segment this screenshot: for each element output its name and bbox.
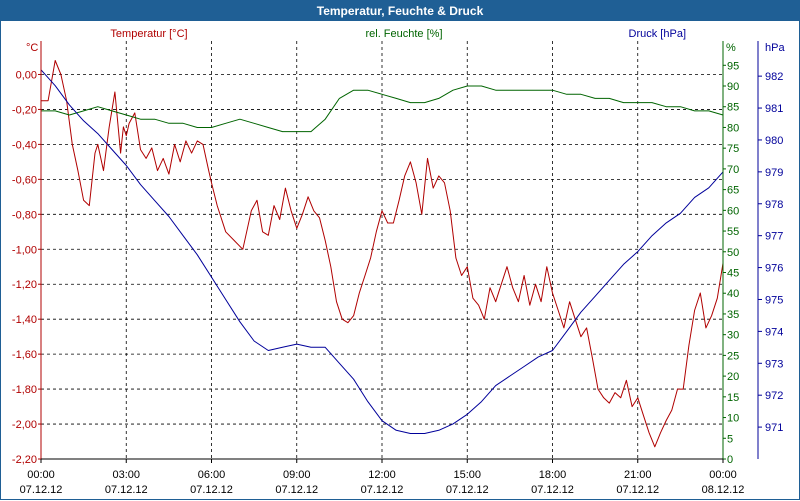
humidity-tick-label: 80 xyxy=(727,122,739,134)
humidity-unit: % xyxy=(726,42,736,54)
x-tick-time: 00:00 xyxy=(27,469,55,481)
x-tick-time: 12:00 xyxy=(368,469,396,481)
pressure-tick-label: 977 xyxy=(765,231,783,243)
pressure-tick-label: 971 xyxy=(765,422,783,434)
pressure-tick-label: 974 xyxy=(765,326,783,338)
x-tick-time: 09:00 xyxy=(283,469,311,481)
pressure-tick-label: 973 xyxy=(765,358,783,370)
temperature-tick-label: -1,00 xyxy=(12,244,37,256)
temperature-tick-label: -2,20 xyxy=(12,454,37,466)
x-tick-time: 21:00 xyxy=(624,469,652,481)
humidity-tick-label: 55 xyxy=(727,226,739,238)
pressure-tick-label: 975 xyxy=(765,294,783,306)
humidity-tick-label: 20 xyxy=(727,371,739,383)
humidity-tick-label: 45 xyxy=(727,268,739,280)
temperature-tick-label: -1,80 xyxy=(12,384,37,396)
temperature-tick-label: -0,80 xyxy=(12,209,37,221)
humidity-tick-label: 25 xyxy=(727,350,739,362)
x-tick-date: 07.12.12 xyxy=(275,484,318,496)
pressure-tick-label: 976 xyxy=(765,263,783,275)
humidity-tick-label: 35 xyxy=(727,309,739,321)
humidity-tick-label: 30 xyxy=(727,330,739,342)
axis-lines xyxy=(40,41,759,460)
x-tick-date: 07.12.12 xyxy=(20,484,63,496)
x-tick-date: 08.12.12 xyxy=(702,484,745,496)
pressure-series-line xyxy=(40,69,724,434)
x-tick-time: 03:00 xyxy=(112,469,140,481)
temperature-ticks: 0,00 -0,20 -0,40 -0,60 -0,80 -1,00 -1,20 -1,40 -… xyxy=(12,69,41,466)
temperature-tick-label: 0,00 xyxy=(16,69,37,81)
pressure-tick-label: 972 xyxy=(765,390,783,402)
series-lines xyxy=(40,60,724,448)
temperature-tick-label: -0,40 xyxy=(12,139,37,151)
humidity-tick-label: 95 xyxy=(727,60,739,72)
humidity-tick-label: 15 xyxy=(727,392,739,404)
temperature-tick-label: -1,60 xyxy=(12,349,37,361)
humidity-tick-label: 85 xyxy=(727,102,739,114)
humidity-tick-label: 70 xyxy=(727,164,739,176)
temperature-tick-label: -0,60 xyxy=(12,174,37,186)
x-tick-date: 07.12.12 xyxy=(190,484,233,496)
x-axis-ticks: 00:00 07.12.12 03:00 07.12.12 06:00 07.12.12 0… xyxy=(20,459,745,496)
x-tick-date: 07.12.12 xyxy=(361,484,404,496)
humidity-axis-label: rel. Feuchte [%] xyxy=(365,28,442,40)
chart-title: Temperatur, Feuchte & Druck xyxy=(1,1,799,21)
humidity-tick-label: 10 xyxy=(727,413,739,425)
pressure-tick-label: 980 xyxy=(765,135,783,147)
temperature-tick-label: -1,20 xyxy=(12,279,37,291)
temperature-unit: °C xyxy=(26,42,38,54)
grid-lines xyxy=(41,41,723,460)
pressure-unit: hPa xyxy=(765,42,785,54)
humidity-tick-label: 75 xyxy=(727,143,739,155)
temperature-axis-label: Temperatur [°C] xyxy=(110,28,187,40)
x-tick-date: 07.12.12 xyxy=(616,484,659,496)
temperature-tick-label: -0,20 xyxy=(12,104,37,116)
humidity-tick-label: 60 xyxy=(727,205,739,217)
x-tick-time: 18:00 xyxy=(539,469,567,481)
pressure-ticks: 982 981 980 979 978 977 976 975 974 973 972 971 xyxy=(758,71,783,434)
humidity-series-line xyxy=(41,85,724,133)
pressure-tick-label: 978 xyxy=(765,199,783,211)
humidity-tick-label: 5 xyxy=(727,433,733,445)
pressure-tick-label: 979 xyxy=(765,167,783,179)
humidity-tick-label: 0 xyxy=(727,454,733,466)
x-tick-time: 00:00 xyxy=(709,469,737,481)
temperature-series-line xyxy=(41,60,724,448)
humidity-tick-label: 50 xyxy=(727,247,739,259)
pressure-tick-label: 981 xyxy=(765,103,783,115)
x-tick-date: 07.12.12 xyxy=(105,484,148,496)
temperature-tick-label: -1,40 xyxy=(12,314,37,326)
humidity-tick-label: 65 xyxy=(727,185,739,197)
pressure-axis-label: Druck [hPa] xyxy=(629,28,686,40)
x-tick-time: 06:00 xyxy=(198,469,226,481)
pressure-tick-label: 982 xyxy=(765,71,783,83)
x-tick-date: 07.12.12 xyxy=(531,484,574,496)
humidity-tick-label: 90 xyxy=(727,81,739,93)
x-tick-date: 07.12.12 xyxy=(446,484,489,496)
humidity-tick-label: 40 xyxy=(727,288,739,300)
x-tick-time: 15:00 xyxy=(453,469,481,481)
temperature-tick-label: -2,00 xyxy=(12,419,37,431)
